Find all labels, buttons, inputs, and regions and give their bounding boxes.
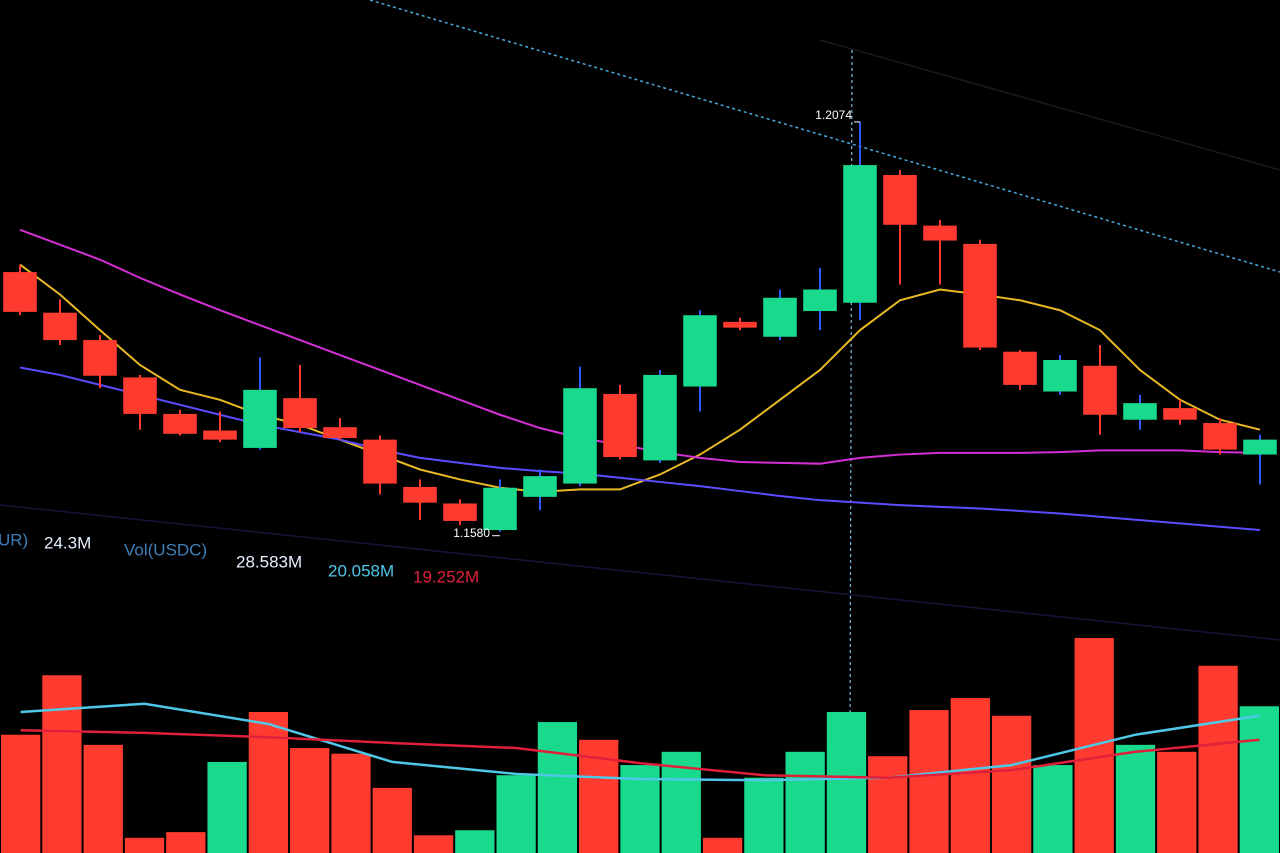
candle-body xyxy=(363,439,397,484)
legend-text: Vol(USDC) xyxy=(124,540,207,559)
moving-average xyxy=(19,366,1261,532)
candle-body xyxy=(603,394,637,458)
volume-bar xyxy=(826,711,867,853)
candle-body xyxy=(1043,360,1077,392)
candle-body xyxy=(1083,365,1117,415)
candle-body xyxy=(963,243,997,348)
trend-line xyxy=(369,0,1280,273)
volume-bar xyxy=(991,715,1032,853)
volume-bar xyxy=(248,711,289,853)
candle-body xyxy=(1203,423,1237,450)
candle-body xyxy=(123,377,157,414)
volume-bar xyxy=(744,777,784,853)
volume-bar xyxy=(207,761,247,853)
legend-value: 28.583M xyxy=(236,552,302,571)
volume-bar xyxy=(413,835,454,853)
candle-body xyxy=(923,225,957,241)
volume-bar xyxy=(785,751,825,853)
low-label: 1.1580 xyxy=(453,526,490,540)
volume-bar xyxy=(124,837,165,853)
volume-bar xyxy=(290,748,330,853)
candle-body xyxy=(523,476,557,497)
legend-value: 19.252M xyxy=(413,567,479,586)
volume-bar xyxy=(702,837,743,853)
moving-average xyxy=(19,228,1261,465)
candle-body xyxy=(43,312,77,341)
volume-bar xyxy=(42,675,82,853)
candle-body xyxy=(83,340,117,376)
moving-average xyxy=(19,263,1261,493)
candle-body xyxy=(803,289,837,312)
volume-bar xyxy=(537,722,578,853)
candle-body xyxy=(843,165,877,303)
candle-body xyxy=(643,374,677,461)
candle-body xyxy=(323,427,357,438)
candle-body xyxy=(1003,351,1037,385)
candle-body xyxy=(443,503,477,521)
divider-line xyxy=(819,39,1280,171)
candle-body xyxy=(563,388,597,484)
volume-bar xyxy=(166,832,206,853)
volume-bar xyxy=(1239,706,1279,853)
volume-bar xyxy=(1157,751,1197,853)
volume-bar xyxy=(1,734,41,853)
candle-body xyxy=(683,315,717,387)
candle-body xyxy=(163,413,197,434)
candle-body xyxy=(1243,439,1277,455)
candle-body xyxy=(403,486,437,503)
legend-value: 20.058M xyxy=(328,561,394,580)
candle-body xyxy=(1163,408,1197,420)
volume-average xyxy=(20,702,1260,782)
candle-body xyxy=(483,487,517,531)
candle-body xyxy=(1123,403,1157,420)
volume-bar xyxy=(83,744,123,853)
volume-legend: UR) 24.3M Vol(USDC) 28.583M 20.058M 19.2… xyxy=(0,530,479,586)
candle-body xyxy=(763,297,797,337)
volume-average xyxy=(20,729,1260,779)
volume-bar xyxy=(455,830,495,853)
candle-body xyxy=(283,398,317,429)
volume-bar xyxy=(868,756,908,853)
volume-bar xyxy=(331,753,371,853)
volume-bar xyxy=(372,787,412,853)
volume-bar xyxy=(1115,744,1156,853)
volume-bar xyxy=(909,710,949,853)
volume-bar xyxy=(1033,765,1073,853)
candle-body xyxy=(3,272,37,312)
candle-body xyxy=(203,430,237,440)
legend-value: 24.3M xyxy=(44,533,91,552)
candle-body xyxy=(883,175,917,225)
high-label: 1.2074 xyxy=(815,108,852,122)
volume-bar xyxy=(1198,665,1238,853)
volume-bar xyxy=(950,698,990,853)
panel-divider xyxy=(0,504,1280,641)
legend-text: UR) xyxy=(0,530,28,549)
volume-bar xyxy=(496,775,536,853)
candle-body xyxy=(723,321,757,328)
candle-body xyxy=(243,389,277,448)
